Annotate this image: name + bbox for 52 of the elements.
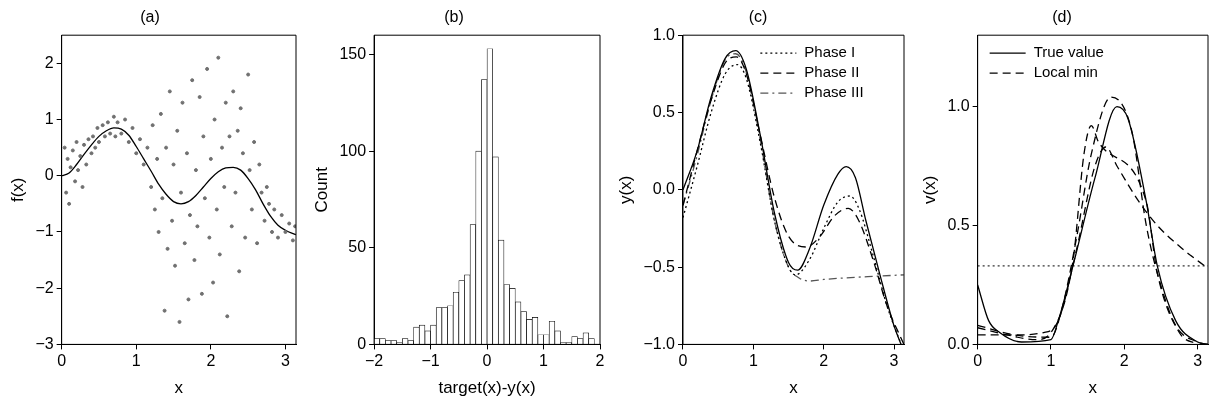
x-tick-label: 2 bbox=[595, 352, 605, 370]
x-tick-label: 3 bbox=[1193, 352, 1203, 370]
chart-title: (d) bbox=[1052, 8, 1072, 26]
x-tick-label: 3 bbox=[889, 352, 899, 370]
x-tick-label: 2 bbox=[206, 352, 216, 370]
x-axis-title: target(x)-y(x) bbox=[438, 378, 536, 398]
legend-label: Phase I bbox=[804, 43, 856, 61]
y-tick-label: 1 bbox=[44, 109, 54, 127]
chart-title: (a) bbox=[140, 8, 160, 26]
x-tick-label: 2 bbox=[819, 352, 829, 370]
x-tick-label: 0 bbox=[678, 352, 688, 370]
y-tick-label: −0.5 bbox=[643, 257, 676, 275]
y-tick-label: 0.0 bbox=[652, 180, 676, 198]
y-tick-label: 0 bbox=[357, 334, 367, 352]
y-tick-label: 0.5 bbox=[652, 102, 676, 120]
y-tick-label: −3 bbox=[35, 334, 54, 352]
y-axis-title: y(x) bbox=[615, 175, 635, 204]
chart-title: (c) bbox=[748, 8, 768, 26]
y-axis-title: Count bbox=[311, 166, 331, 213]
x-axis-title: x bbox=[789, 378, 799, 398]
y-tick-label: 2 bbox=[44, 53, 54, 71]
y-axis-title: f(x) bbox=[7, 177, 27, 203]
chart-title: (b) bbox=[444, 8, 464, 26]
y-tick-label: −1.0 bbox=[643, 334, 676, 352]
y-tick-label: 150 bbox=[339, 44, 367, 62]
x-axis-title: x bbox=[1088, 378, 1098, 398]
y-tick-label: 100 bbox=[339, 141, 367, 159]
x-tick-label: 1 bbox=[539, 352, 549, 370]
x-tick-label: −2 bbox=[364, 352, 384, 370]
y-tick-label: −2 bbox=[35, 278, 54, 296]
legend-label: True value bbox=[1033, 43, 1104, 61]
x-tick-label: 2 bbox=[1119, 352, 1129, 370]
x-tick-label: 0 bbox=[973, 352, 983, 370]
x-tick-label: 1 bbox=[131, 352, 141, 370]
y-tick-label: −1 bbox=[35, 222, 54, 240]
y-tick-label: 1.0 bbox=[947, 96, 970, 114]
y-tick-label: 50 bbox=[348, 238, 367, 256]
x-tick-label: −1 bbox=[421, 352, 440, 370]
y-tick-label: 0.5 bbox=[947, 215, 970, 233]
y-tick-label: 0 bbox=[44, 166, 54, 184]
y-tick-label: 0.0 bbox=[947, 334, 970, 352]
x-tick-label: 0 bbox=[482, 352, 492, 370]
legend-label: Phase II bbox=[804, 63, 860, 81]
y-tick-label: 1.0 bbox=[652, 25, 676, 43]
x-tick-label: 0 bbox=[57, 352, 67, 370]
x-tick-label: 3 bbox=[280, 352, 290, 370]
x-tick-label: 1 bbox=[748, 352, 758, 370]
legend-label: Phase III bbox=[804, 83, 864, 101]
y-axis-title: v(x) bbox=[919, 175, 939, 204]
legend-label: Local min bbox=[1033, 63, 1098, 81]
x-axis-title: x bbox=[174, 378, 184, 398]
x-tick-label: 1 bbox=[1046, 352, 1056, 370]
